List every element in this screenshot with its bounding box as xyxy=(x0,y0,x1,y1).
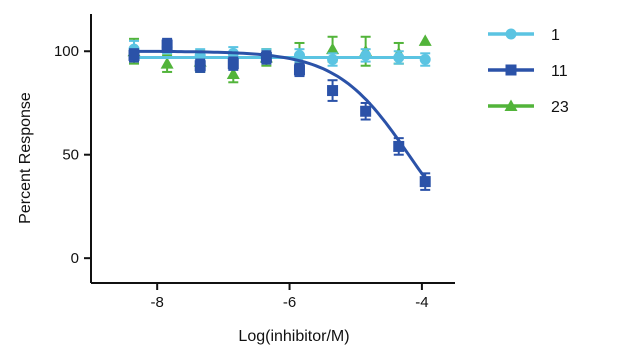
data-point-11 xyxy=(293,64,305,76)
data-point-11 xyxy=(194,60,206,72)
data-point-11 xyxy=(393,140,405,152)
y-axis-label: Percent Response xyxy=(17,92,34,224)
legend-circle-marker xyxy=(505,28,517,40)
axes: 0 50 100 -8 -6 -4 xyxy=(54,14,455,311)
fit-curve-11 xyxy=(133,49,427,179)
data-point-23 xyxy=(326,42,340,55)
legend-item-23: 23 xyxy=(488,99,569,116)
data-point-11 xyxy=(327,85,339,97)
data-point-23 xyxy=(226,67,240,80)
y-tick-label: 100 xyxy=(54,43,79,60)
data-point-11 xyxy=(128,49,140,61)
x-tick-label: -6 xyxy=(283,294,296,311)
data-point-1 xyxy=(360,49,372,61)
legend-label: 23 xyxy=(551,99,569,116)
series-11 xyxy=(128,37,431,191)
y-tick-label: 0 xyxy=(71,250,79,267)
data-point-1 xyxy=(327,54,339,66)
legend-item-11: 11 xyxy=(488,63,568,80)
legend-square-marker xyxy=(505,64,517,76)
x-tick-label: -8 xyxy=(151,294,164,311)
data-point-11 xyxy=(161,39,173,51)
data-point-1 xyxy=(293,49,305,61)
plot-area xyxy=(127,34,432,191)
data-point-11 xyxy=(419,176,431,188)
x-tick-label: -4 xyxy=(415,294,428,311)
data-point-23 xyxy=(160,57,174,69)
legend-item-1: 1 xyxy=(488,27,560,44)
data-point-11 xyxy=(360,105,372,117)
x-axis-label: Log(inhibitor/M) xyxy=(238,328,349,345)
legend-label: 1 xyxy=(551,27,560,44)
y-tick-label: 50 xyxy=(62,147,79,164)
data-point-1 xyxy=(393,51,405,63)
data-point-11 xyxy=(227,58,239,70)
data-point-1 xyxy=(419,54,431,66)
data-point-11 xyxy=(260,51,272,63)
legend-label: 11 xyxy=(551,63,568,80)
data-point-23 xyxy=(418,34,432,46)
legend-triangle-marker xyxy=(504,99,518,111)
series-1 xyxy=(128,39,431,67)
